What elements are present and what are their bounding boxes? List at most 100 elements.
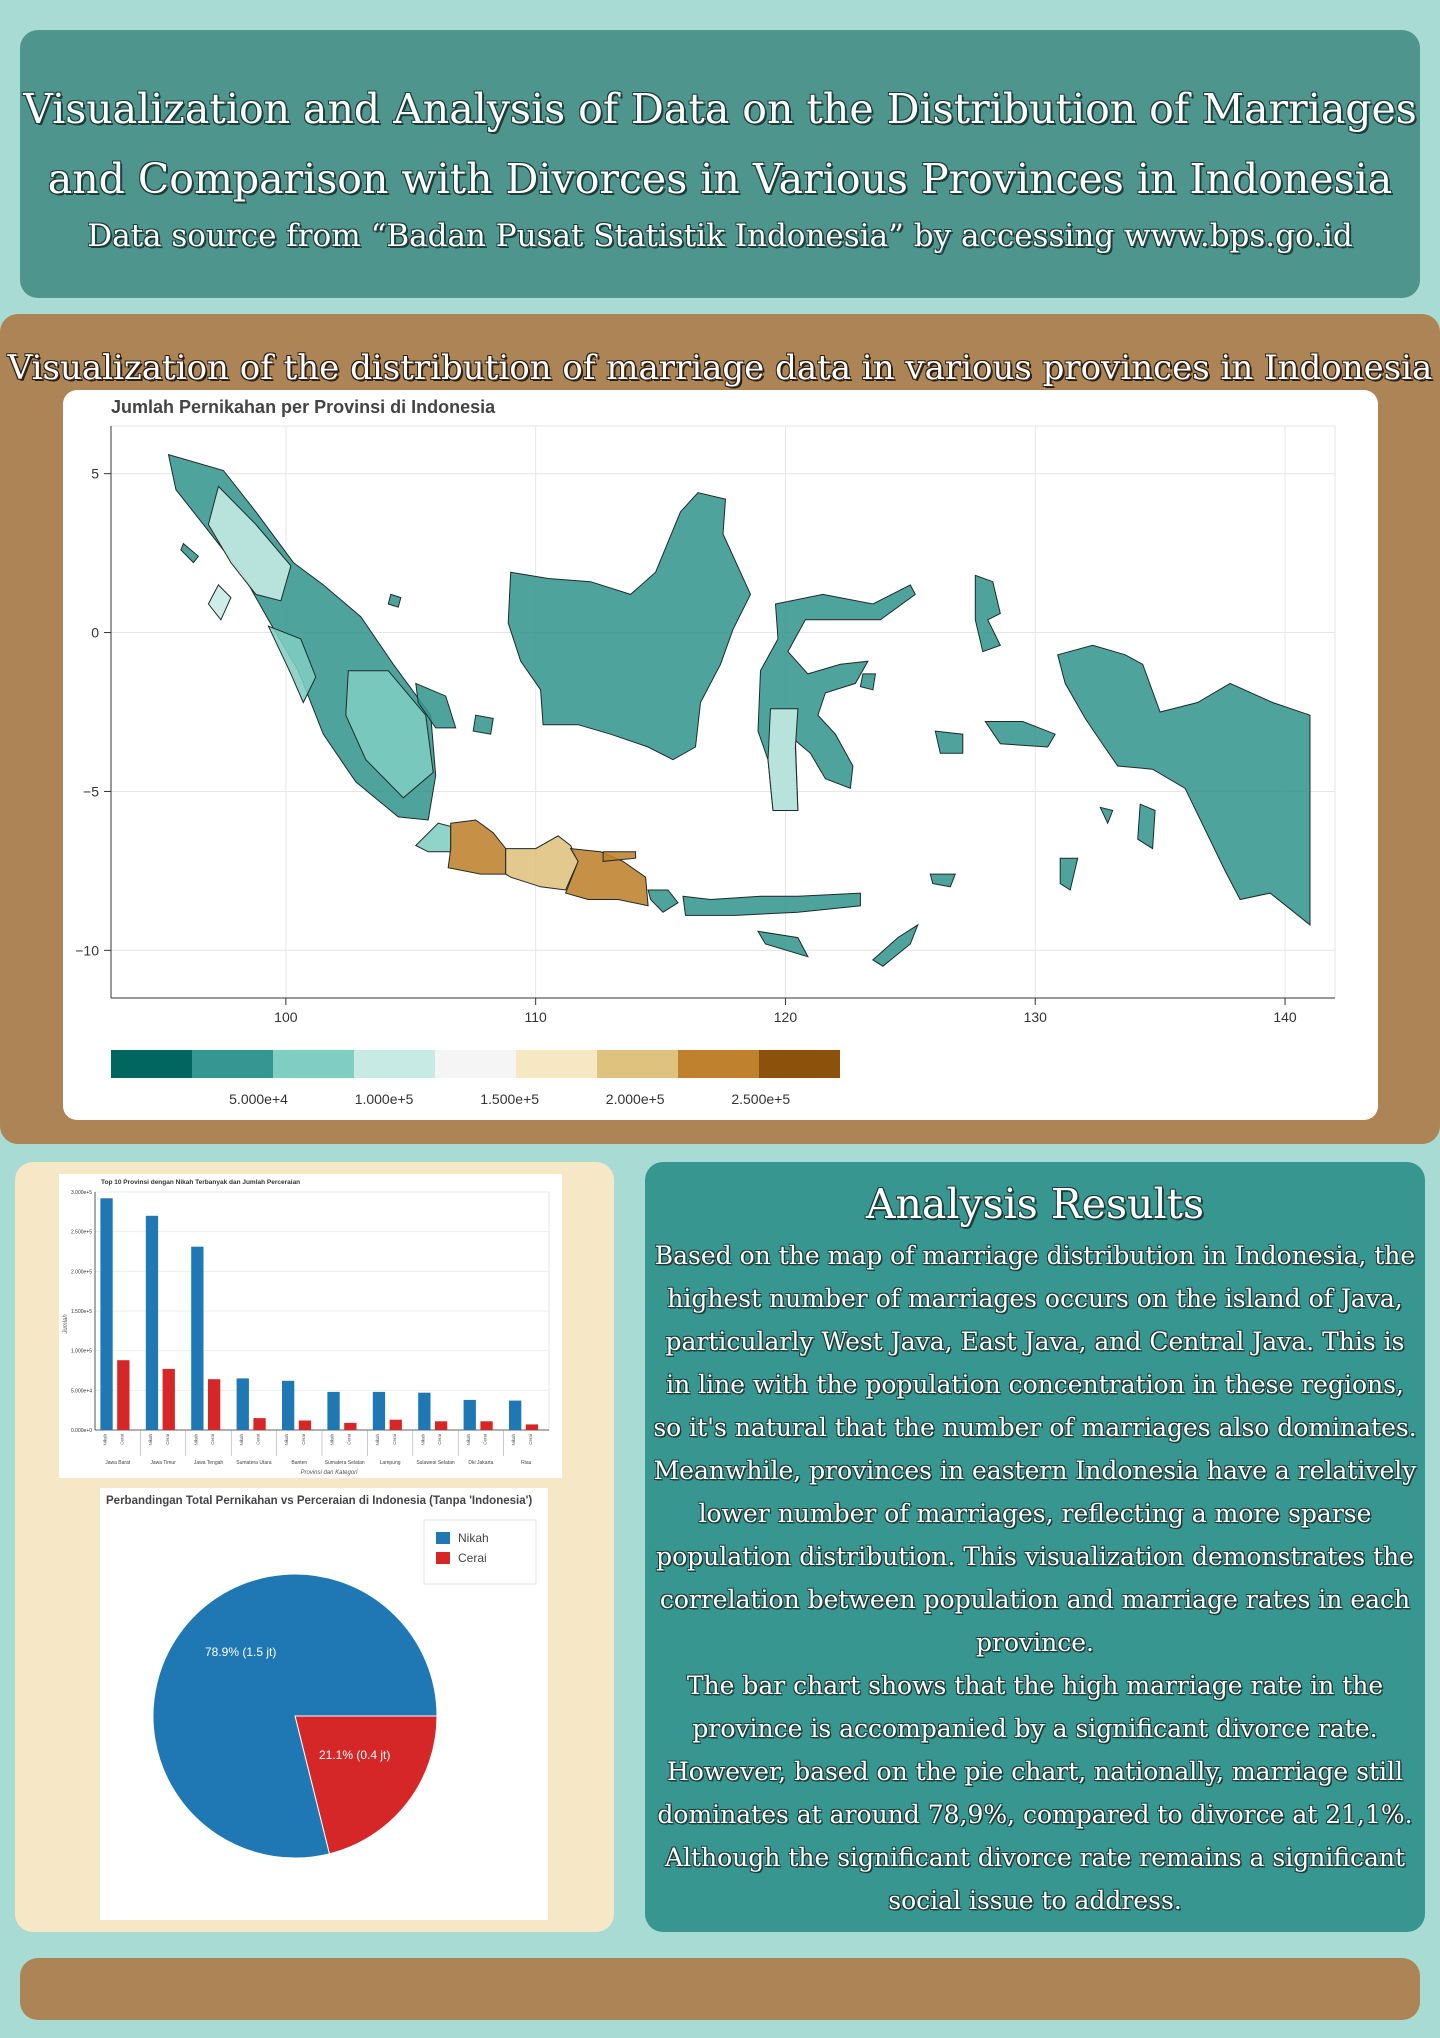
bar-sub-label: Cerai [528, 1434, 533, 1445]
bar-cerai [480, 1421, 493, 1430]
island-java-banten [414, 822, 452, 853]
bar-cerai [389, 1419, 402, 1430]
bar-nikah [191, 1246, 204, 1430]
colorbar-swatch [597, 1050, 678, 1078]
bar-chart-title: Top 10 Provinsi dengan Nikah Terbanyak d… [101, 1179, 300, 1186]
bar-cerai [253, 1418, 266, 1430]
pie-slice-cerai [294, 1715, 438, 1855]
colorbar-swatch [516, 1050, 597, 1078]
map-tick-label-x: 130 [1024, 1009, 1048, 1025]
bar-sub-label: Nikah [420, 1434, 425, 1446]
map-chart: Jumlah Pernikahan per Provinsi di Indone… [75, 397, 1336, 1107]
bar-category-label: Sumatera Utara [236, 1460, 272, 1466]
bar-sub-label: Nikah [103, 1434, 108, 1446]
bar-category-label: Lampung [380, 1460, 401, 1466]
island-sumatra-west-province [267, 625, 317, 704]
colorbar-swatch [192, 1050, 273, 1078]
bar-sub-label: Nikah [148, 1434, 153, 1446]
bar-chart-ylabel: Jumlah [63, 1314, 69, 1335]
island-java-central [505, 835, 579, 891]
bar-category-label: Dki Jakarta [468, 1460, 493, 1466]
map-tick-label-x: 100 [274, 1009, 298, 1025]
island-madura [602, 851, 637, 862]
bar-tick-label-y: 0.000e+0 [71, 1428, 92, 1434]
colorbar-swatch [435, 1050, 516, 1078]
island-halmahera [974, 574, 1001, 653]
island-java-west [447, 819, 507, 875]
island-sumatra-north-province [207, 485, 292, 602]
bar-sub-label: Nikah [330, 1434, 335, 1446]
island-sumatra-south-province [345, 670, 434, 799]
bar-chart-container: Top 10 Provinsi dengan Nikah Terbanyak d… [59, 1174, 562, 1478]
bar-category-label: Jawa Timur [150, 1460, 176, 1466]
island-belitung [472, 714, 494, 735]
bar-sub-label: Cerai [301, 1434, 306, 1445]
map-land [167, 453, 1311, 967]
bar-nikah [100, 1198, 113, 1430]
page-subtitle: Data source from “Badan Pusat Statistik … [87, 218, 1353, 254]
bar-tick-label-y: 3.000e+5 [71, 1190, 92, 1196]
bar-cerai [298, 1420, 312, 1430]
bar-tick-label-y: 2.000e+5 [71, 1269, 92, 1275]
map-tick-label-y: 5 [91, 466, 99, 482]
colorbar-swatch [759, 1050, 840, 1078]
bar-sub-label: Nikah [511, 1434, 516, 1446]
bar-category-label: Riau [521, 1460, 532, 1466]
bar-nikah [327, 1391, 340, 1430]
island-aru [1137, 803, 1156, 850]
bar-tick-label-y: 1.000e+5 [71, 1349, 92, 1355]
bar-tick-label-y: 1.500e+5 [71, 1309, 92, 1315]
bar-sub-label: Cerai [119, 1434, 124, 1445]
colorbar-tick-label: 2.500e+5 [731, 1091, 790, 1107]
bar-sub-label: Cerai [437, 1434, 442, 1445]
header-banner: Visualization and Analysis of Data on th… [20, 30, 1420, 298]
bar-sub-label: Cerai [392, 1434, 397, 1445]
bar-sub-label: Cerai [210, 1434, 215, 1445]
pie-legend-swatch [436, 1552, 450, 1564]
colorbar-tick-label: 1.500e+5 [480, 1091, 539, 1107]
island-nusa-tenggara [682, 892, 861, 916]
colorbar-swatch [678, 1050, 759, 1078]
pie-legend-label: Cerai [458, 1551, 487, 1565]
analysis-paragraph-1: Based on the map of marriage distributio… [653, 1241, 1417, 1657]
bar-cerai [208, 1379, 221, 1430]
bar-nikah [282, 1380, 295, 1430]
pie-marks: 78.9% (1.5 jt) 21.1% (0.4 jt) [152, 1573, 438, 1859]
pie-legend: Nikah Cerai [423, 1519, 537, 1585]
analysis-panel: Analysis Results Based on the map of mar… [645, 1162, 1425, 1932]
bar-tick-label-y: 2.500e+5 [71, 1230, 92, 1236]
page-title-line1: Visualization and Analysis of Data on th… [23, 85, 1417, 133]
map-tick-label-x: 120 [774, 1009, 798, 1025]
island-sumba [757, 930, 809, 958]
colorbar-swatch [111, 1050, 192, 1078]
island-riau-islands [387, 593, 402, 608]
analysis-paragraph-2: The bar chart shows that the high marria… [657, 1671, 1413, 1915]
bar-sub-label: Nikah [193, 1434, 198, 1446]
bar-category-label: Banten [291, 1460, 307, 1466]
map-colorbar: 5.000e+4 1.000e+5 1.500e+5 2.000e+5 2.500e+5 [111, 1050, 840, 1107]
pie-slice-nikah [152, 1573, 438, 1859]
pie-chart-title: Perbandingan Total Pernikahan vs Percera… [106, 1495, 532, 1507]
bar-chart-xlabel: Provinsi dan Kategori [300, 1470, 358, 1476]
bar-chart: Top 10 Provinsi dengan Nikah Terbanyak d… [63, 1179, 550, 1476]
pie-chart: Perbandingan Total Pernikahan vs Percera… [106, 1495, 537, 1859]
colorbar-tick-label: 5.000e+4 [229, 1091, 288, 1107]
map-section-title: Visualization of the distribution of mar… [7, 348, 1433, 388]
island-seram [984, 721, 1056, 748]
pie-legend-swatch [436, 1532, 450, 1544]
bar-sub-label: Nikah [239, 1434, 244, 1446]
bar-sub-label: Cerai [346, 1434, 351, 1445]
island-banggai [859, 673, 876, 691]
pie-chart-container: Perbandingan Total Pernikahan vs Percera… [100, 1488, 548, 1920]
island-nias [207, 584, 232, 621]
island-timor [872, 923, 919, 967]
bar-frame: 0.000e+0 5.000e+4 1.000e+5 1.500e+5 2.000e+5… [71, 1190, 550, 1456]
island-papua [1057, 644, 1311, 926]
bar-cerai [117, 1360, 130, 1430]
bar-tick-label-y: 5.000e+4 [71, 1388, 92, 1394]
colorbar-tick-label: 1.000e+5 [355, 1091, 414, 1107]
map-section: Visualization of the distribution of mar… [0, 314, 1440, 1144]
island-buru [934, 730, 964, 754]
bar-category-label: Jawa Barat [105, 1460, 131, 1466]
map-chart-container: Jumlah Pernikahan per Provinsi di Indone… [63, 390, 1378, 1120]
